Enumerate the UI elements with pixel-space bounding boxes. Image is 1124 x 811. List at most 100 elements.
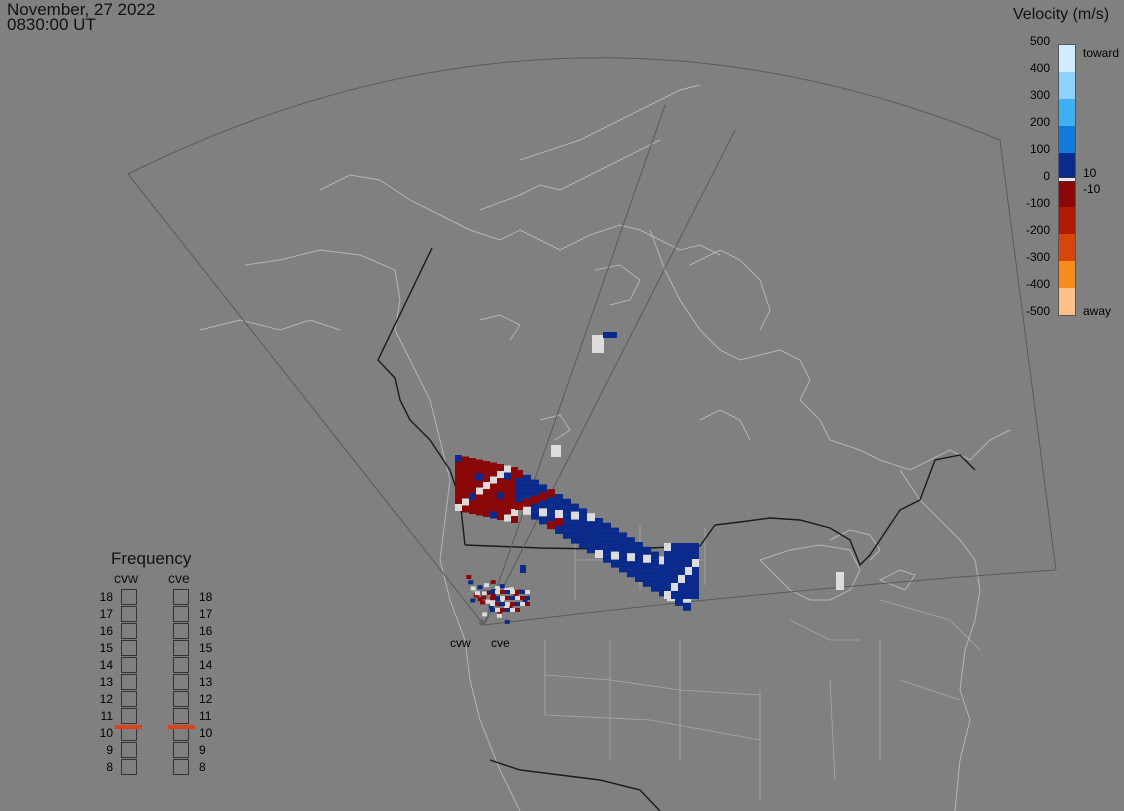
velocity-cell — [611, 535, 619, 544]
velocity-cell — [477, 597, 483, 602]
velocity-cell — [455, 490, 462, 497]
velocity-cell — [651, 559, 659, 568]
colorbar-segment — [1059, 180, 1075, 207]
frequency-level-left: 14 — [99, 658, 113, 672]
velocity-cell — [504, 507, 511, 515]
velocity-cell — [476, 508, 483, 516]
velocity-cell — [678, 591, 685, 599]
velocity-cell — [476, 473, 483, 481]
state-boundaries — [544, 520, 981, 800]
time-label: 0830:00 UT — [7, 15, 96, 34]
velocity-cell — [836, 572, 844, 590]
velocity-cell — [515, 470, 523, 478]
velocity-tick: 300 — [1029, 88, 1050, 102]
velocity-cell — [692, 591, 699, 599]
velocity-cell — [603, 538, 611, 547]
velocity-cell — [476, 459, 483, 467]
frequency-cell-cvw — [121, 742, 137, 758]
velocity-cell — [643, 562, 651, 571]
velocity-cell — [490, 462, 497, 470]
velocity-cell — [508, 587, 514, 592]
velocity-cell — [547, 505, 555, 514]
velocity-cell — [635, 542, 643, 550]
velocity-cell — [455, 504, 462, 511]
velocity-cell — [555, 526, 563, 534]
velocity-cell — [511, 474, 518, 481]
velocity-cell — [531, 487, 539, 496]
velocity-cell — [692, 583, 699, 591]
velocity-cell — [671, 583, 678, 591]
velocity-cell — [659, 556, 667, 565]
velocity-cell — [587, 521, 595, 530]
velocity-cell — [490, 602, 495, 606]
velocity-cell — [495, 602, 500, 606]
velocity-cell — [643, 570, 651, 579]
velocity-cell — [587, 513, 595, 522]
velocity-cell — [455, 455, 462, 462]
velocity-cell — [505, 596, 510, 600]
frequency-cell-cve — [173, 623, 189, 639]
velocity-cell — [523, 490, 531, 499]
velocity-cell — [481, 595, 487, 600]
frequency-marker-cvw — [115, 725, 142, 730]
velocity-cell — [547, 489, 555, 498]
velocity-cell — [462, 491, 469, 499]
velocity-cell — [490, 590, 495, 594]
frequency-cell-cvw — [121, 589, 137, 605]
velocity-cell — [470, 586, 476, 591]
colorbar-segment — [1059, 45, 1075, 72]
velocity-cell — [483, 503, 490, 510]
velocity-cell — [579, 524, 587, 533]
radar-label-cve: cve — [491, 636, 510, 650]
velocity-cell — [497, 471, 504, 478]
velocity-cell — [504, 619, 510, 624]
velocity-cell — [500, 596, 505, 600]
velocity-cell — [497, 506, 504, 513]
frequency-cell-cve — [173, 691, 189, 707]
velocity-cell — [685, 567, 692, 575]
velocity-cell — [490, 511, 497, 519]
velocity-cell — [497, 485, 504, 492]
velocity-cell — [490, 490, 497, 498]
velocity-tick: 100 — [1029, 142, 1050, 156]
velocity-cell — [490, 497, 497, 505]
radar-sites: cvw cve — [450, 620, 510, 650]
colorbar-segment — [1059, 126, 1075, 153]
velocity-cell — [511, 502, 518, 509]
velocity-cell — [692, 551, 699, 559]
velocity-cell — [515, 596, 520, 600]
velocity-cell — [490, 504, 497, 512]
velocity-cell — [555, 502, 563, 510]
velocity-cell — [511, 467, 518, 474]
velocity-cell — [497, 610, 503, 615]
velocity-cell — [485, 599, 491, 604]
velocity-cell — [587, 537, 595, 546]
velocity-cell — [627, 545, 635, 554]
velocity-cell — [659, 572, 667, 581]
date-label: November, 27 2022 — [7, 0, 156, 19]
colorbar-segment — [1059, 261, 1075, 288]
velocity-cell — [664, 551, 671, 559]
velocity-cell — [486, 590, 492, 595]
velocity-cell — [659, 580, 667, 589]
velocity-cell — [619, 556, 627, 565]
velocity-cell — [500, 602, 505, 606]
frequency-level-right: 10 — [199, 726, 213, 740]
velocity-cell — [692, 567, 699, 575]
frequency-cell-cvw — [121, 708, 137, 724]
velocity-cell — [490, 476, 497, 484]
velocity-cell — [476, 466, 483, 474]
velocity-cell — [603, 546, 611, 555]
velocity-cell — [671, 551, 678, 559]
frequency-cell-cvw — [121, 691, 137, 707]
velocity-cell — [664, 567, 671, 575]
velocity-cell — [525, 602, 530, 606]
velocity-cell — [515, 478, 523, 486]
velocity-cell — [619, 540, 627, 549]
velocity-tick: 0 — [1043, 169, 1050, 183]
frequency-level-right: 17 — [199, 607, 213, 621]
velocity-cell — [455, 462, 462, 469]
radar-site-cvw — [479, 620, 485, 626]
velocity-cell — [635, 558, 643, 566]
velocity-cell — [505, 608, 510, 612]
